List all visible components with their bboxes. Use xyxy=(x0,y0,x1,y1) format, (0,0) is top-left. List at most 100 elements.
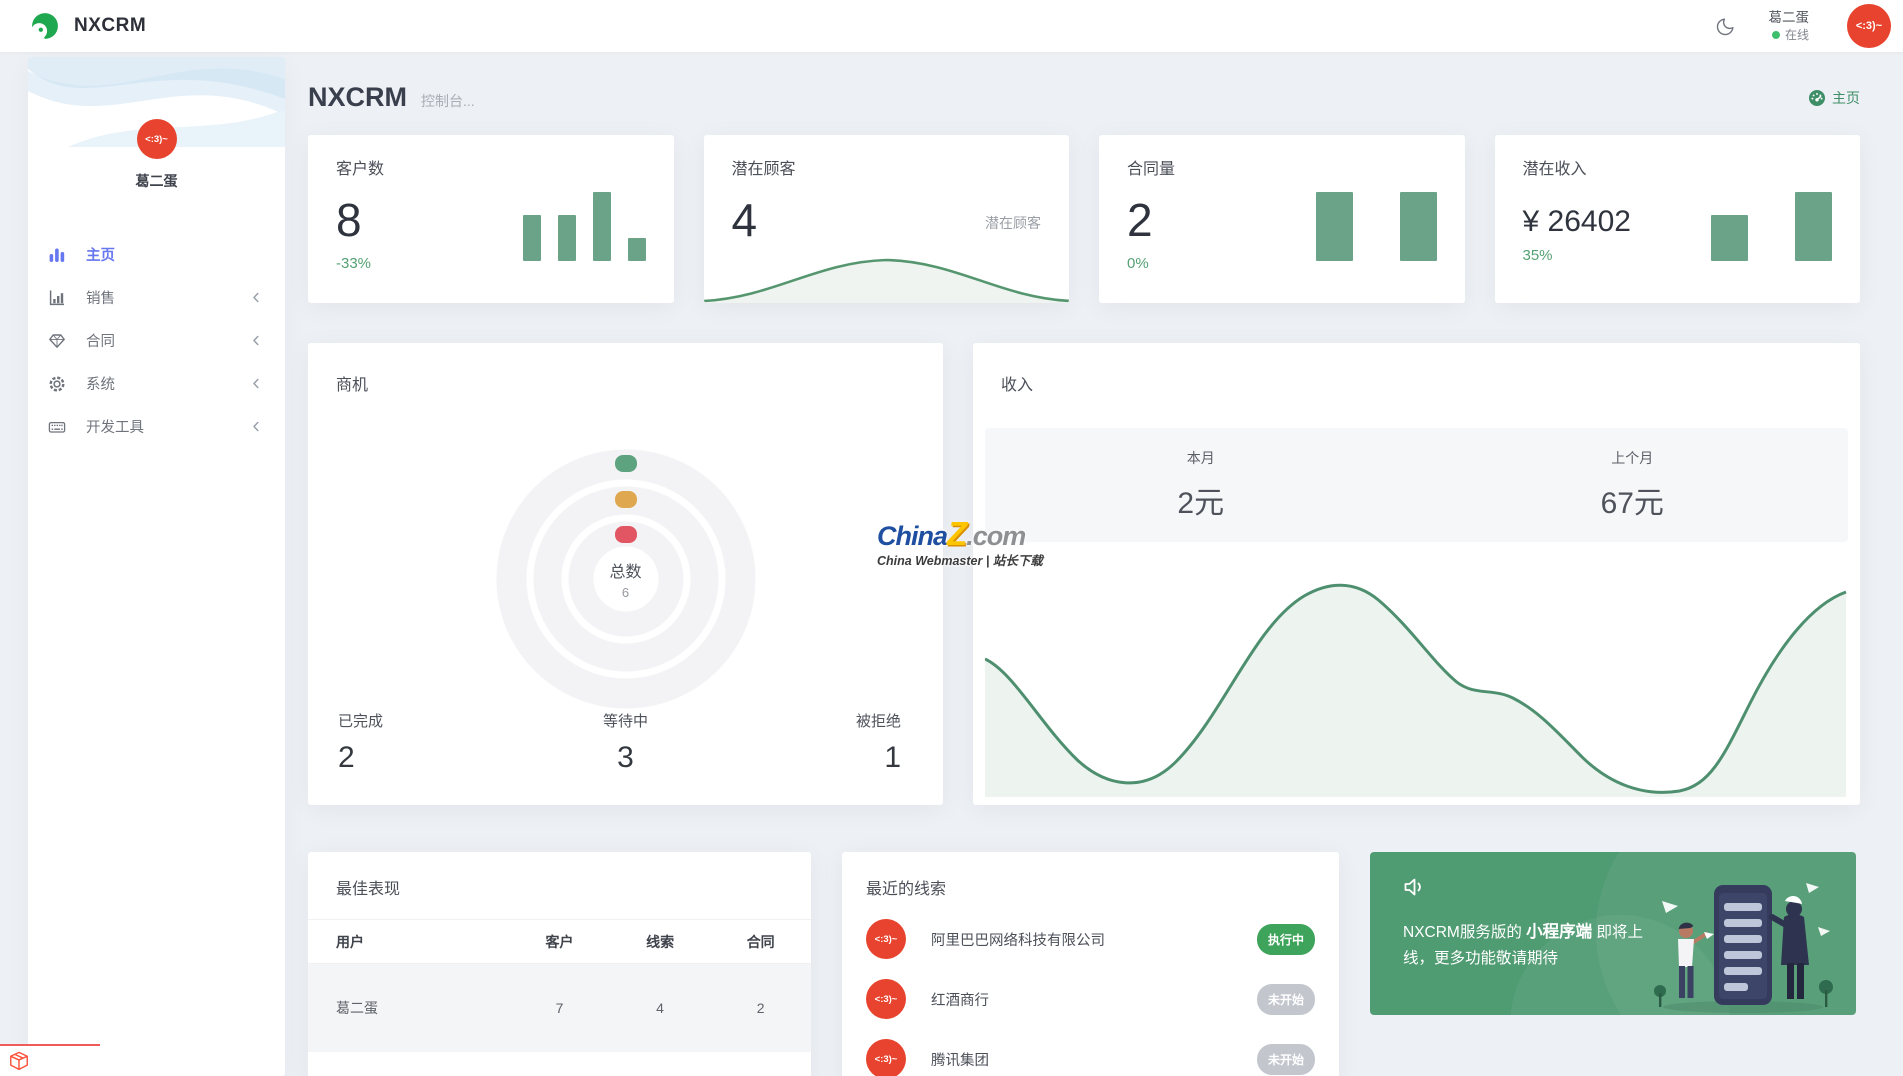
dark-mode-toggle[interactable] xyxy=(1709,9,1743,43)
lead-status-badge: 未开始 xyxy=(1256,1043,1315,1075)
contracts-spark-bars xyxy=(1315,192,1437,261)
moon-icon xyxy=(1716,17,1734,35)
user-status: 在线 xyxy=(1784,28,1809,43)
stat-delta: -33% xyxy=(336,255,372,272)
chevron-left-icon xyxy=(253,335,259,346)
opportunity-card: 商机 总数 6 已完成 2 等待中 3 xyxy=(308,343,943,805)
diamond-icon xyxy=(48,332,68,350)
laravel-icon xyxy=(10,1051,28,1071)
column-header-user: 用户 xyxy=(308,919,510,964)
best-performers-card: 最佳表现 用户 客户 线索 合同 葛二蛋 7 xyxy=(308,852,811,1076)
column-header-customers: 客户 xyxy=(509,919,610,964)
stat-label: 客户数 xyxy=(336,161,385,178)
lead-item-tencent[interactable]: <:3)~ 腾讯集团 未开始 xyxy=(866,1039,1315,1076)
lead-avatar: <:3)~ xyxy=(866,979,906,1019)
plants xyxy=(1654,980,1833,1007)
lead-status-badge: 执行中 xyxy=(1256,923,1315,955)
chevron-left-icon xyxy=(253,292,259,303)
opportunity-stat-waiting: 等待中 3 xyxy=(602,713,648,774)
sidebar-item-home[interactable]: 主页 xyxy=(28,233,285,276)
debugbar-toggle[interactable] xyxy=(0,1044,100,1076)
sidebar-item-label: 系统 xyxy=(86,377,115,393)
banner-illustration xyxy=(1654,883,1833,1013)
stat-delta: 35% xyxy=(1522,247,1553,264)
sidebar-item-label: 销售 xyxy=(86,291,115,307)
stat-cards-row: 客户数 8 -33% 潜在顾客 4 潜在顾客 合同量 2 0% xyxy=(308,135,1860,303)
sidebar-wave-decoration xyxy=(28,57,285,147)
lead-name: 腾讯集团 xyxy=(931,1052,989,1069)
sidebar-item-label: 主页 xyxy=(86,248,115,264)
stat-label: 潜在收入 xyxy=(1522,161,1587,178)
table-row: 牛铁柱 1 0 0 xyxy=(308,1052,811,1076)
sidebar-item-sales[interactable]: 销售 xyxy=(28,276,285,319)
recent-leads-card: 最近的线索 <:3)~ 阿里巴巴网络科技有限公司 执行中 <:3)~ 红酒商行 … xyxy=(842,852,1339,1076)
stat-card-revenue: 潜在收入 ¥ 26402 35% xyxy=(1494,135,1860,303)
stat-label: 合同量 xyxy=(1127,161,1176,178)
lead-status-badge: 未开始 xyxy=(1256,983,1315,1015)
stat-value: 8 xyxy=(336,194,362,246)
sidebar-item-devtools[interactable]: 开发工具 xyxy=(28,405,285,448)
sidebar-item-label: 开发工具 xyxy=(86,420,144,436)
opportunity-stat-done: 已完成 2 xyxy=(338,713,384,774)
chevron-left-icon xyxy=(253,378,259,389)
ring-center-value: 6 xyxy=(621,585,630,600)
breadcrumb[interactable]: 主页 xyxy=(1809,88,1860,108)
column-header-leads: 线索 xyxy=(609,919,711,964)
sidebar-item-contracts[interactable]: 合同 xyxy=(28,319,285,362)
income-line-chart xyxy=(985,583,1847,797)
lead-avatar: <:3)~ xyxy=(866,1039,906,1076)
stat-value: 4 xyxy=(731,194,758,246)
best-performers-title: 最佳表现 xyxy=(336,881,401,898)
user-menu[interactable]: 葛二蛋 在线 xyxy=(1769,9,1810,43)
lead-avatar: <:3)~ xyxy=(866,919,906,959)
sidebar: <:3)~ 葛二蛋 主页 xyxy=(28,57,285,1076)
chinaz-watermark: ChinaZ.com China Webmaster | 站长下载 xyxy=(877,515,1043,568)
page-title: NXCRM xyxy=(308,82,407,112)
recent-leads-title: 最近的线索 xyxy=(866,881,947,898)
online-status-dot xyxy=(1771,31,1780,40)
stat-value: 2 xyxy=(1127,194,1153,246)
gear-icon xyxy=(48,375,68,393)
lead-item-wine[interactable]: <:3)~ 红酒商行 未开始 xyxy=(866,979,1315,1019)
income-last-month: 上个月 67元 xyxy=(1600,450,1664,520)
stat-side-label: 潜在顾客 xyxy=(985,215,1041,231)
best-performers-table: 用户 客户 线索 合同 葛二蛋 7 4 2 xyxy=(308,919,811,1076)
brand-name: NXCRM xyxy=(74,15,147,36)
bar-chart-icon xyxy=(48,246,68,264)
user-avatar[interactable]: <:3)~ xyxy=(1847,4,1891,48)
brand-logo-icon xyxy=(30,11,60,41)
stat-value: ¥ 26402 xyxy=(1522,205,1631,238)
income-this-month: 本月 2元 xyxy=(1177,450,1225,520)
dashboard-gauge-icon xyxy=(1809,90,1825,106)
customers-spark-bars xyxy=(522,192,646,261)
stat-label: 潜在顾客 xyxy=(731,161,796,178)
promo-banner: NXCRM服务版的 小程序端 即将上线，更多功能敬请期待 xyxy=(1370,852,1856,1015)
sales-chart-icon xyxy=(48,289,68,307)
user-name: 葛二蛋 xyxy=(1768,9,1810,25)
page-subtitle: 控制台... xyxy=(421,93,475,109)
column-header-contracts: 合同 xyxy=(710,919,811,964)
person-right xyxy=(1769,896,1809,999)
stat-card-leads: 潜在顾客 4 潜在顾客 xyxy=(703,135,1069,303)
income-summary-panel: 本月 2元 上个月 67元 xyxy=(985,428,1848,542)
stat-delta: 0% xyxy=(1127,255,1149,272)
revenue-spark-bars xyxy=(1711,192,1832,261)
brand[interactable]: NXCRM xyxy=(30,11,146,41)
banner-text: NXCRM服务版的 小程序端 即将上线，更多功能敬请期待 xyxy=(1403,923,1643,967)
sidebar-item-system[interactable]: 系统 xyxy=(28,362,285,405)
chevron-left-icon xyxy=(253,421,259,432)
sidebar-avatar[interactable]: <:3)~ xyxy=(136,119,177,159)
opportunity-ring-chart: 总数 6 xyxy=(495,449,756,709)
lead-name: 红酒商行 xyxy=(931,992,989,1009)
lead-name: 阿里巴巴网络科技有限公司 xyxy=(931,932,1105,949)
keyboard-icon xyxy=(48,418,68,436)
ring-center-label: 总数 xyxy=(609,564,642,581)
lead-item-alibaba[interactable]: <:3)~ 阿里巴巴网络科技有限公司 执行中 xyxy=(866,919,1315,959)
sidebar-user-name: 葛二蛋 xyxy=(135,173,178,189)
opportunity-stat-rejected: 被拒绝 1 xyxy=(855,713,901,774)
sidebar-item-label: 合同 xyxy=(86,334,115,350)
person-left xyxy=(1678,922,1714,998)
income-card: 收入 本月 2元 上个月 67元 xyxy=(973,343,1860,805)
table-row: 葛二蛋 7 4 2 xyxy=(308,963,811,1052)
top-navbar: NXCRM 葛二蛋 在线 <:3)~ xyxy=(0,0,1903,52)
